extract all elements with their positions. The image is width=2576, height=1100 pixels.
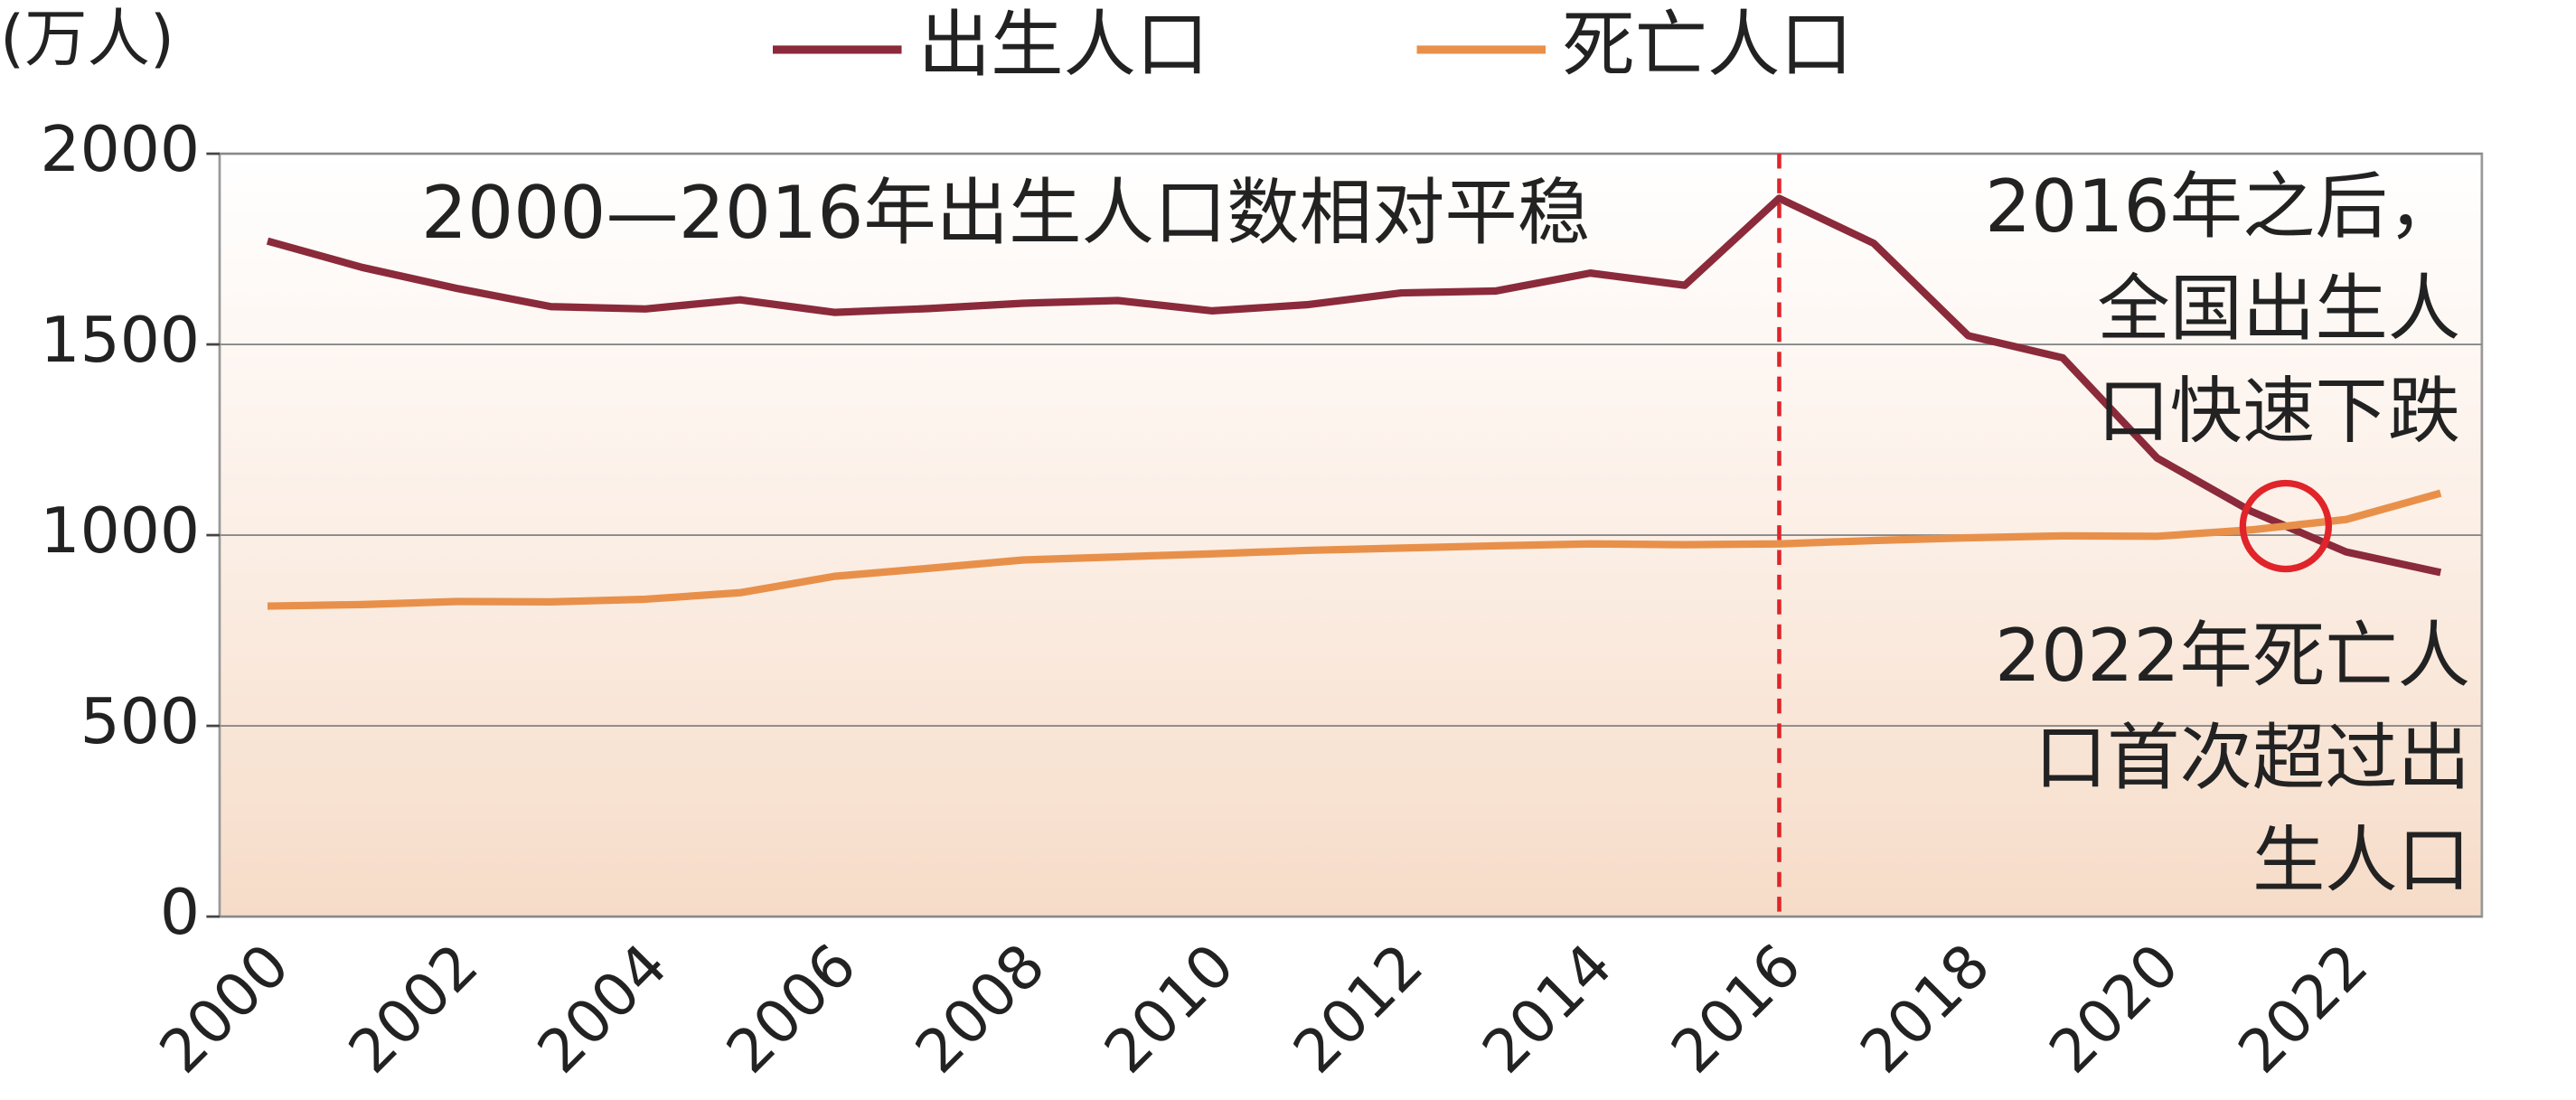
annotation: 2000—2016年出生人口数相对平稳 xyxy=(421,170,1590,255)
line-series xyxy=(266,194,2442,577)
annotation: 口首次超过出 xyxy=(2035,715,2470,800)
x-tick-label: 2002 xyxy=(335,930,492,1086)
y-tick-label: 2000 xyxy=(40,114,200,186)
legend-label: 死亡人口 xyxy=(1562,2,1853,87)
legend-label: 出生人口 xyxy=(918,2,1208,87)
crossing-highlight xyxy=(2239,479,2333,573)
line-series xyxy=(267,489,2442,610)
annotation: 生人口 xyxy=(2252,817,2470,902)
annotation: 口快速下跌 xyxy=(2097,368,2460,453)
x-tick-label: 2006 xyxy=(713,930,870,1086)
annotation: 2022年死亡人 xyxy=(1995,613,2470,698)
x-tick-label: 2022 xyxy=(2225,930,2382,1086)
y-tick-label: 1500 xyxy=(40,305,200,377)
x-tick-label: 2000 xyxy=(146,930,303,1086)
x-tick-label: 2010 xyxy=(1091,930,1247,1086)
x-tick-label: 2018 xyxy=(1847,930,2003,1086)
x-tick-label: 2012 xyxy=(1280,930,1436,1086)
y-unit: (万人) xyxy=(0,4,174,76)
y-tick-label: 0 xyxy=(160,877,200,949)
y-tick-label: 1000 xyxy=(40,495,200,568)
annotation: 全国出生人 xyxy=(2097,266,2460,351)
x-tick-label: 2004 xyxy=(524,930,681,1086)
annotation: 2016年之后， xyxy=(1985,164,2460,249)
x-tick-label: 2016 xyxy=(1658,930,1814,1086)
x-tick-label: 2014 xyxy=(1469,930,1625,1086)
x-tick-label: 2020 xyxy=(2036,930,2193,1086)
x-tick-label: 2008 xyxy=(902,930,1058,1086)
y-tick-label: 500 xyxy=(80,686,200,758)
